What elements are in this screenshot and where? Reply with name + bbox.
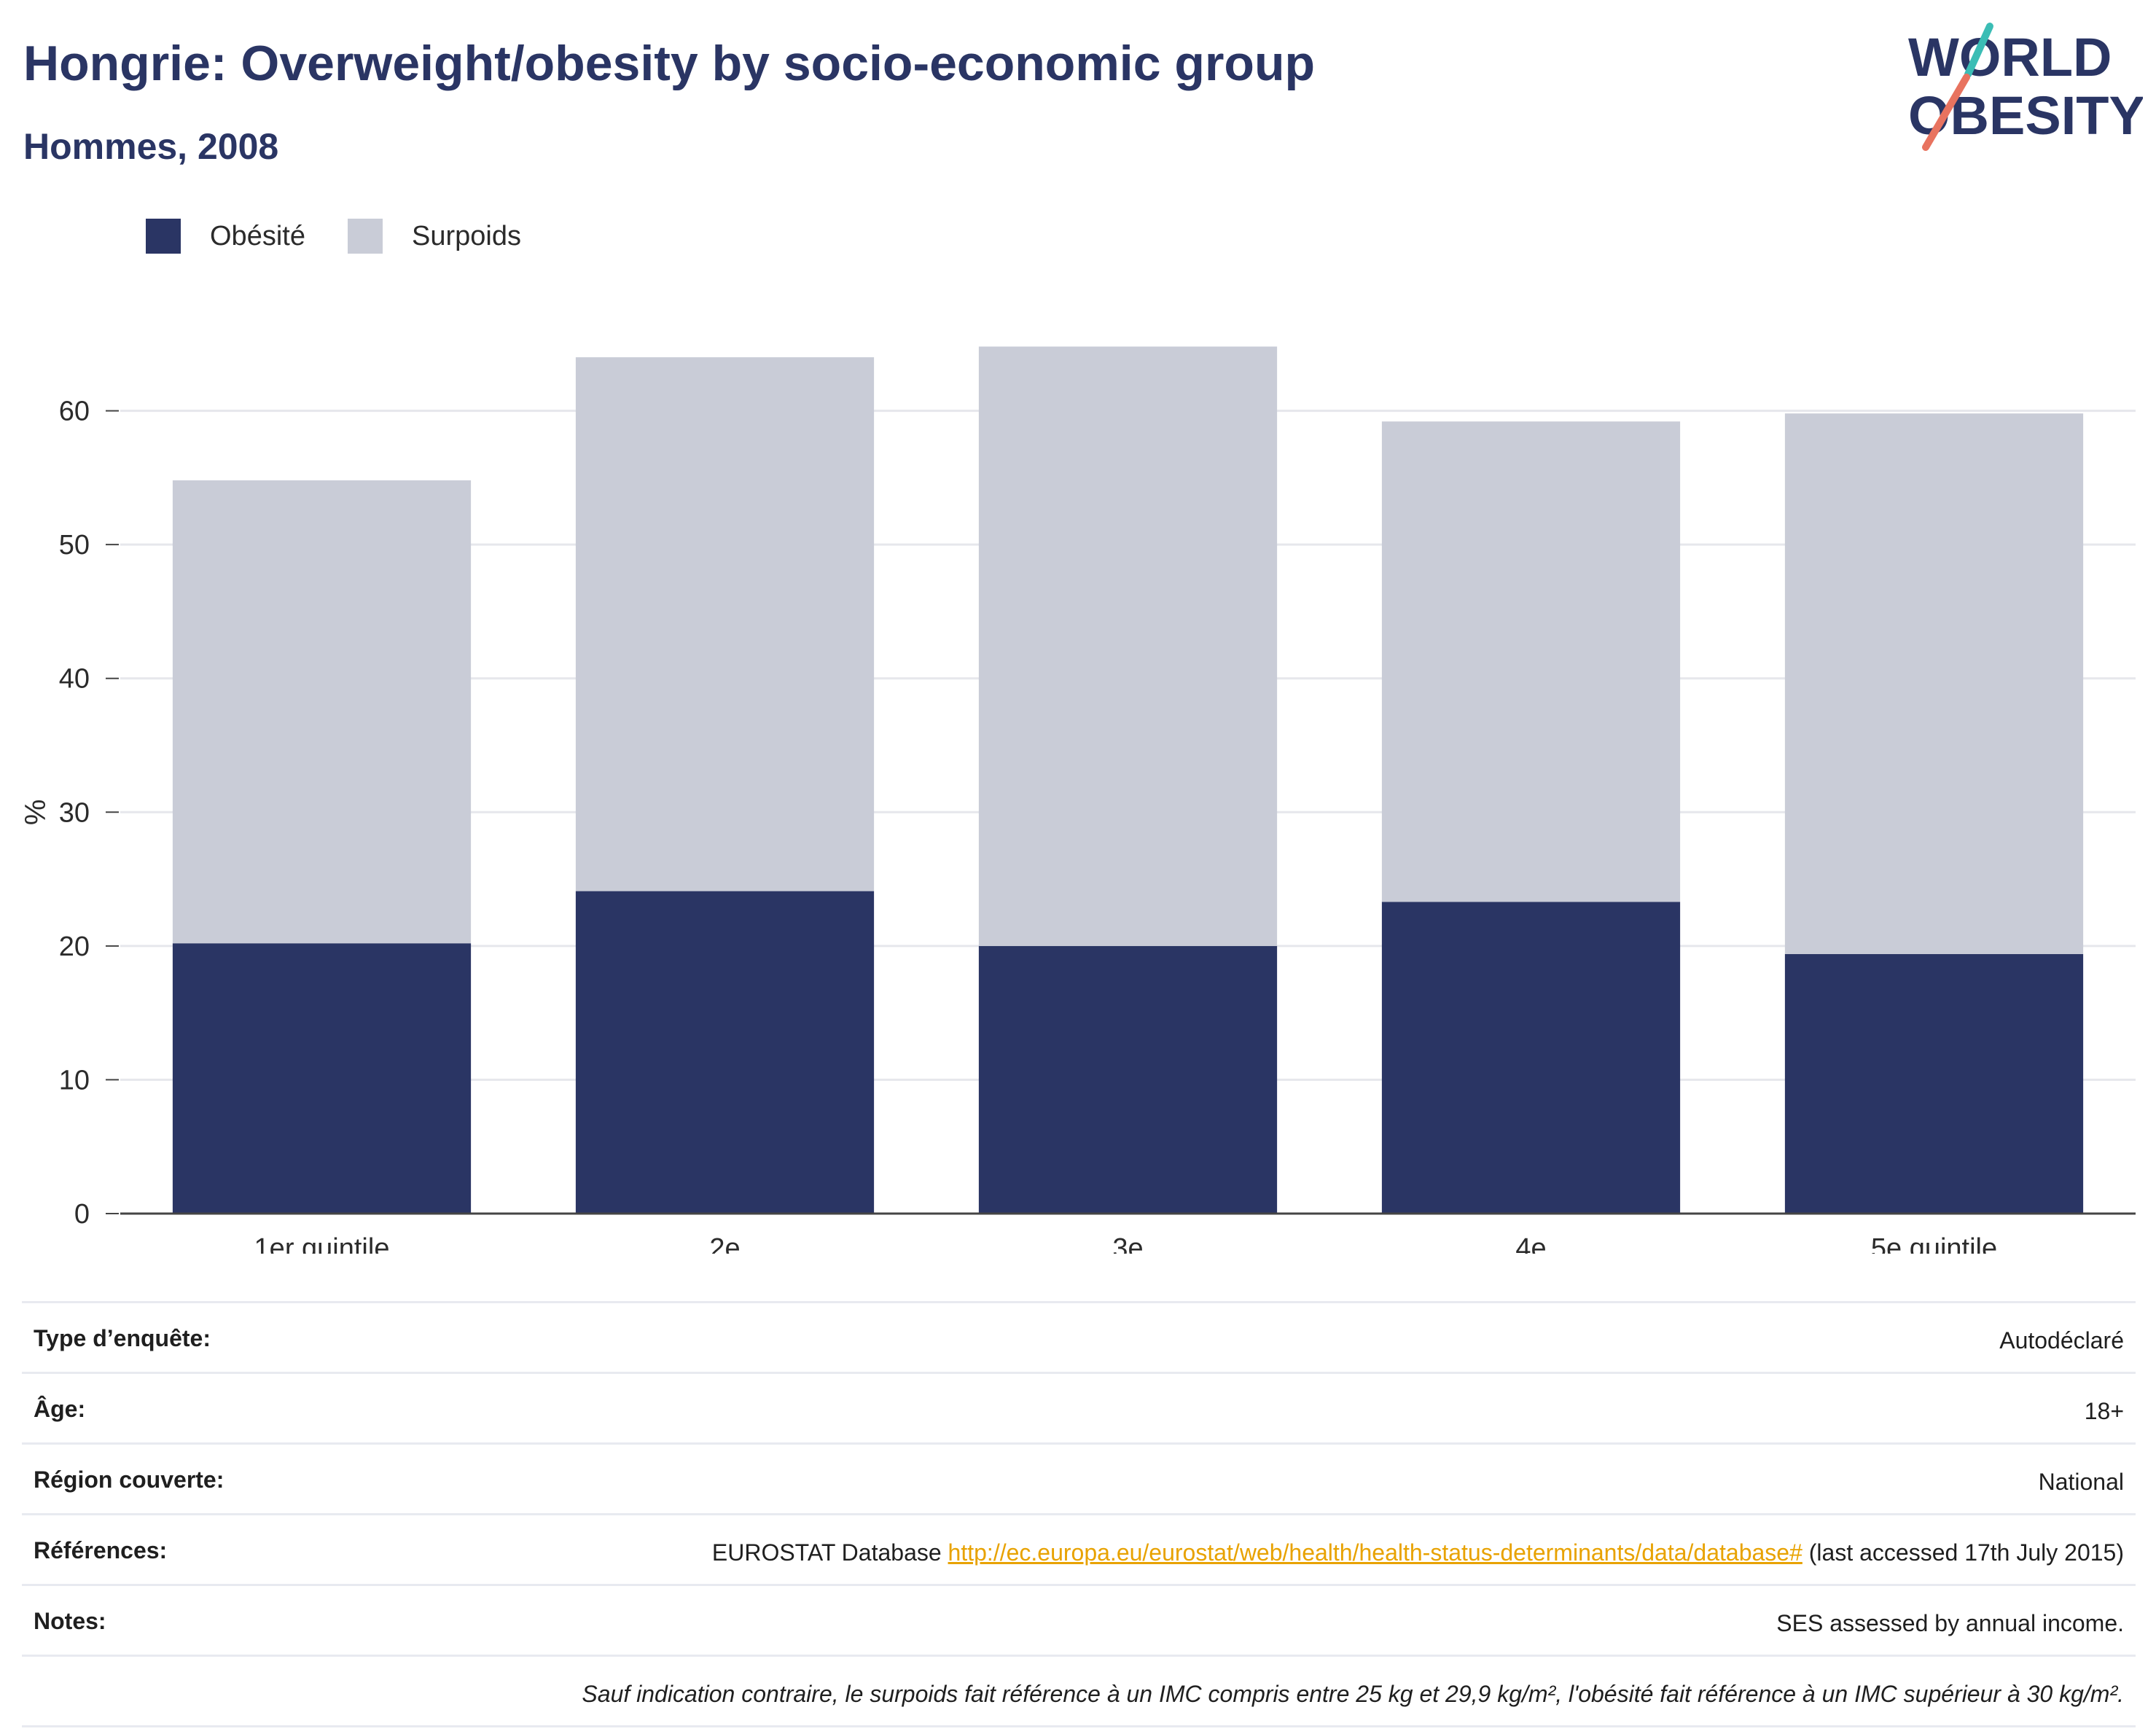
y-tick-label: 10 [59,1065,90,1096]
info-row-footnote: Sauf indication contraire, le surpoids f… [22,1657,2136,1727]
info-row-references: Références: EUROSTAT Database http://ec.… [22,1515,2136,1586]
y-tick-label: 40 [59,664,90,695]
world-obesity-logo: WORLD OBESITY [1908,23,2143,151]
legend-label-obesity: Obésité [210,220,305,251]
footnote-text: Sauf indication contraire, le surpoids f… [582,1681,2124,1707]
notes-label: Notes: [34,1608,106,1634]
references-prefix: EUROSTAT Database [711,1539,948,1566]
bar-obesity [1784,953,2084,1214]
references-label: Références: [34,1537,168,1563]
x-tick-label: 4e [1515,1233,1546,1254]
bar-obesity [575,891,875,1214]
bar-chart: 0 10 20 30 40 50 60% 1er quintile 2e 3e 4e 5e quint… [20,346,2136,1254]
bar-overweight [172,480,472,944]
chart-legend: Obésité Surpoids [146,219,563,254]
y-tick-label: 60 [59,397,90,427]
y-axis-title: % [20,799,52,825]
region-value: National [2038,1469,2124,1495]
x-tick-label: 5e quintile [1871,1233,1997,1254]
legend-label-overweight: Surpoids [411,220,521,251]
bar-obesity [1381,902,1681,1214]
info-row-survey-type: Type d’enquête: Autodéclaré [22,1303,2136,1374]
bar-overweight [1381,421,1681,902]
chart-subtitle: Hommes, 2008 [23,126,279,167]
notes-value: SES assessed by annual income. [1776,1610,2124,1636]
references-suffix: (last accessed 17th July 2015) [1802,1539,2124,1566]
chart-title: Hongrie: Overweight/obesity by socio-eco… [23,36,1316,91]
y-tick-label: 0 [74,1199,90,1230]
survey-type-label: Type d’enquête: [34,1325,211,1351]
bar-obesity [172,943,472,1214]
bar-overweight [1784,413,2084,954]
bar-overweight [575,357,875,891]
legend-item-obesity: Obésité [146,219,305,254]
x-tick-label: 1er quintile [254,1233,390,1254]
svg-text:WORLD: WORLD [1908,27,2112,87]
legend-swatch-obesity [146,219,181,254]
x-tick-label: 2e [709,1233,740,1254]
references-link[interactable]: http://ec.europa.eu/eurostat/web/health/… [948,1539,1802,1566]
references-value: EUROSTAT Database http://ec.europa.eu/eu… [712,1537,2124,1568]
survey-type-value: Autodéclaré [1999,1327,2124,1354]
y-tick-label: 30 [59,797,90,828]
age-value: 18+ [2084,1398,2124,1424]
bar-obesity [978,945,1278,1214]
age-label: Âge: [34,1396,86,1422]
legend-swatch-overweight [347,219,383,254]
y-tick-label: 50 [59,530,90,561]
bar-overweight [978,346,1278,946]
info-row-notes: Notes: SES assessed by annual income. [22,1586,2136,1657]
legend-item-overweight: Surpoids [347,219,521,254]
info-table: Type d’enquête: Autodéclaré Âge: 18+ Rég… [22,1301,2136,1727]
region-label: Région couverte: [34,1467,224,1493]
info-row-age: Âge: 18+ [22,1374,2136,1445]
x-tick-label: 3e [1112,1233,1143,1254]
y-tick-label: 20 [59,932,90,962]
info-row-region: Région couverte: National [22,1445,2136,1515]
